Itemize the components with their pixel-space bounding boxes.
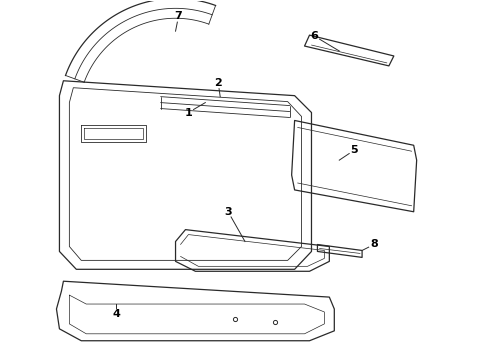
Text: 2: 2 — [214, 78, 222, 88]
Text: 1: 1 — [185, 108, 192, 117]
Text: 5: 5 — [350, 145, 358, 155]
Text: 4: 4 — [112, 309, 120, 319]
Text: 3: 3 — [224, 207, 232, 217]
Text: 8: 8 — [370, 239, 378, 249]
Text: 6: 6 — [311, 31, 319, 41]
Text: 7: 7 — [174, 11, 182, 21]
